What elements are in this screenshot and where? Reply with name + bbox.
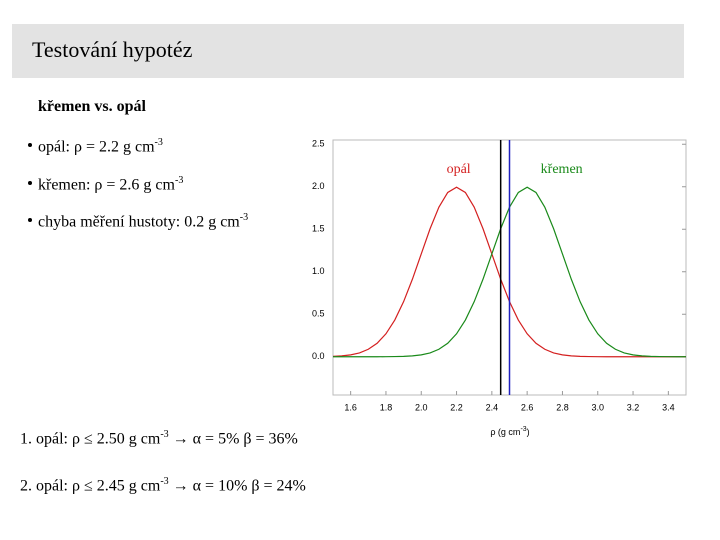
- bullet-text: chyba měření hustoty: 0.2 g cm: [38, 213, 240, 231]
- subtitle: křemen vs. opál: [38, 98, 146, 115]
- y-tick-label: 1.5: [312, 224, 325, 234]
- sup: -3: [154, 137, 163, 148]
- sup: -3: [174, 175, 184, 186]
- x-tick-label: 2.0: [415, 402, 428, 412]
- result-text: 2. opál: ρ ≤ 2.45 g cm: [20, 477, 161, 495]
- x-tick-label: 1.8: [380, 402, 393, 412]
- title: Testování hypotéz: [32, 37, 193, 62]
- series-label: křemen: [541, 162, 583, 177]
- y-tick-label: 2.0: [312, 181, 325, 191]
- bullet: opál: ρ = 2.2 g cm-3: [28, 137, 163, 156]
- series-label: opál: [447, 162, 471, 177]
- result-text: → α = 10% β = 24%: [168, 477, 306, 495]
- bullet-text: opál: ρ = 2.2 g cm: [38, 138, 155, 156]
- x-tick-label: 2.8: [556, 402, 569, 412]
- sup: -3: [160, 476, 169, 487]
- x-label-end: ): [527, 427, 530, 437]
- result: 1. opál: ρ ≤ 2.50 g cm-3 → α = 5% β = 36…: [20, 429, 298, 448]
- x-tick-label: 2.2: [450, 402, 463, 412]
- bullet: chyba měření hustoty: 0.2 g cm-3: [28, 212, 248, 231]
- header: Testování hypotéz: [12, 24, 684, 78]
- x-tick-label: 1.6: [344, 402, 357, 412]
- sup: -3: [239, 212, 249, 223]
- result-text: → α = 5% β = 36%: [168, 430, 298, 448]
- x-tick-label: 2.6: [521, 402, 534, 412]
- x-tick-label: 3.2: [627, 402, 640, 412]
- x-tick-label: 2.4: [486, 402, 499, 412]
- y-tick-label: 1.0: [312, 266, 325, 276]
- x-label-sup: -3: [520, 426, 526, 433]
- bullet: křemen: ρ = 2.6 g cm-3: [28, 175, 183, 194]
- x-label-text: ρ (g cm: [490, 427, 520, 437]
- result-text: 1. opál: ρ ≤ 2.50 g cm: [20, 430, 161, 448]
- bullet-text: křemen: ρ = 2.6 g cm: [38, 176, 175, 194]
- sup: -3: [160, 429, 169, 440]
- x-axis-label: ρ (g cm-3): [490, 426, 529, 438]
- result: 2. opál: ρ ≤ 2.45 g cm-3 → α = 10% β = 2…: [20, 476, 306, 495]
- x-tick-label: 3.4: [662, 402, 675, 412]
- y-tick-label: 0.5: [312, 309, 325, 319]
- y-tick-label: 2.5: [312, 139, 325, 149]
- y-tick-label: 0.0: [312, 351, 325, 361]
- x-tick-label: 3.0: [591, 402, 604, 412]
